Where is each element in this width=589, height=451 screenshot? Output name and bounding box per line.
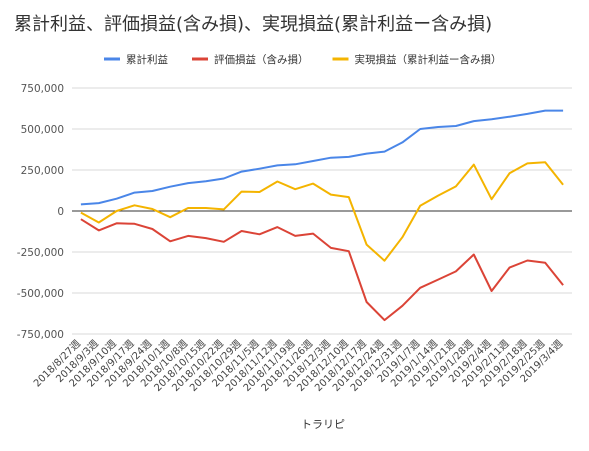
legend-label: 評価損益（含み損）: [214, 53, 309, 66]
y-tick-label: 250,000: [21, 165, 64, 177]
x-axis-ticks: 2018/8/27週2018/9/3週2018/9/10週2018/9/17週2…: [31, 338, 565, 394]
legend-label: 実現損益（累計利益ー含み損）: [355, 53, 502, 66]
y-tick-label: 0: [57, 206, 64, 218]
series-line: [80, 161, 564, 262]
chart-title: 累計利益、評価損益(含み損)、実現損益(累計利益ー含み損): [14, 14, 493, 35]
y-tick-label: -750,000: [17, 329, 64, 341]
y-tick-label: -250,000: [17, 247, 64, 259]
legend-label: 累計利益: [126, 53, 168, 66]
series-line: [80, 218, 564, 322]
series-lines: [80, 109, 564, 322]
legend: 累計利益 評価損益（含み損） 実現損益（累計利益ー含み損）: [104, 53, 502, 66]
y-tick-label: -500,000: [17, 288, 64, 300]
y-axis-ticks: 750,000 500,000 250,000 0 -250,000 -500,000 -7…: [17, 83, 64, 341]
y-tick-label: 750,000: [21, 83, 64, 95]
gridlines: [72, 87, 572, 335]
series-line: [80, 109, 564, 206]
x-axis-label: トラリピ: [301, 418, 345, 431]
y-tick-label: 500,000: [21, 124, 64, 136]
